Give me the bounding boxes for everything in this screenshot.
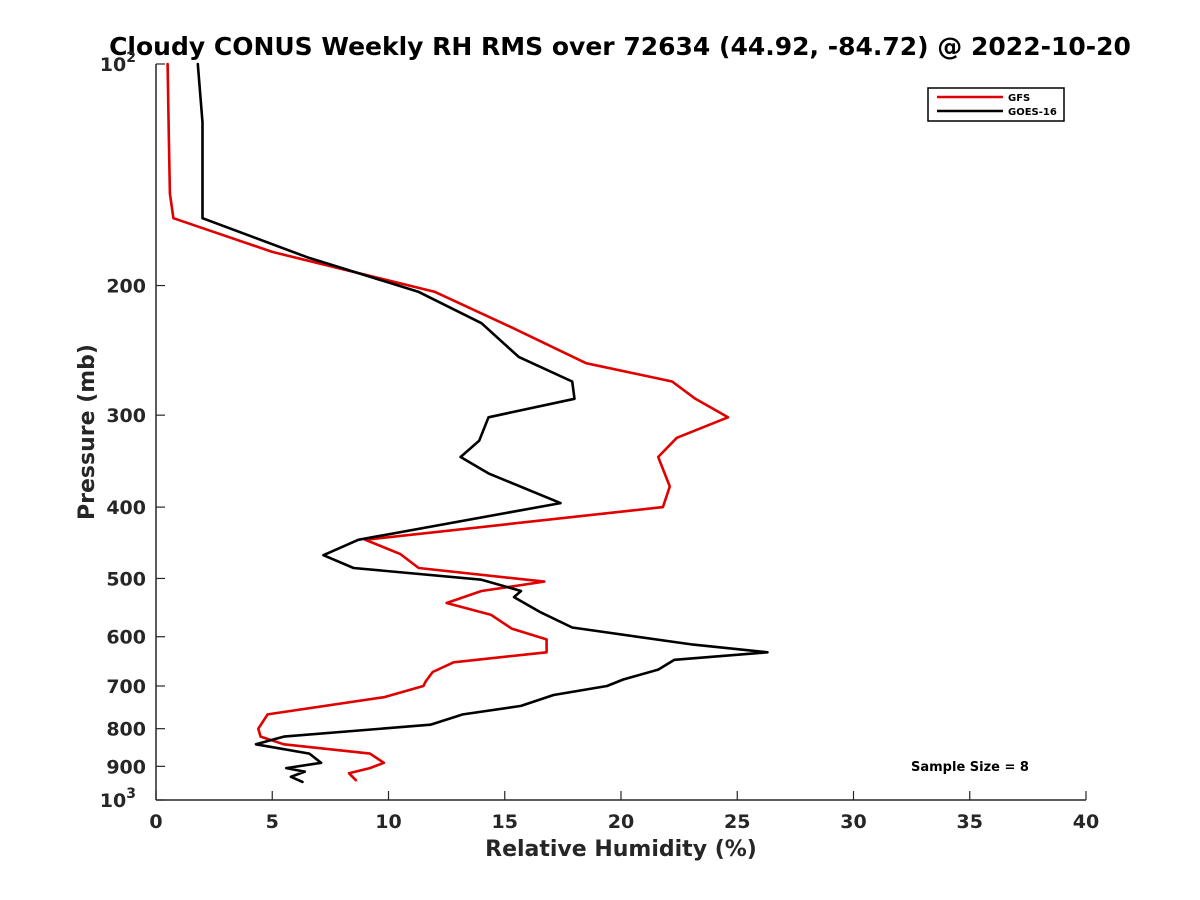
series-line-goes16 xyxy=(196,62,769,784)
y-tick-label: 900 xyxy=(106,756,146,778)
x-tick-label: 30 xyxy=(840,811,866,833)
legend: GFS GOES-16 xyxy=(927,87,1065,122)
series-layer xyxy=(166,62,769,784)
y-tick-label: 300 xyxy=(106,405,146,427)
y-tick-label: 800 xyxy=(106,719,146,741)
y-tick-base: 10 xyxy=(100,54,126,76)
x-axis-label: Relative Humidity (%) xyxy=(485,837,757,862)
x-tick-label: 20 xyxy=(608,811,634,833)
sample-size-annotation: Sample Size = 8 xyxy=(911,760,1029,775)
legend-label-gfs: GFS xyxy=(1008,93,1030,104)
y-tick-label: 103 xyxy=(100,786,136,812)
y-tick-label: 700 xyxy=(106,676,146,698)
y-axis-label: Pressure (mb) xyxy=(75,344,100,520)
x-tick-label: 0 xyxy=(149,811,162,833)
x-tick-label: 35 xyxy=(957,811,983,833)
legend-box xyxy=(927,87,1065,122)
x-ticks: 0 5 10 15 20 25 30 35 40 xyxy=(149,791,1099,833)
x-tick-label: 10 xyxy=(375,811,401,833)
y-tick-exponent: 2 xyxy=(126,50,136,66)
legend-label-goes16: GOES-16 xyxy=(1008,107,1057,118)
series-line-gfs xyxy=(166,62,730,782)
chart-title: Cloudy CONUS Weekly RH RMS over 72634 (4… xyxy=(109,32,1131,61)
y-tick-exponent: 3 xyxy=(126,786,136,802)
y-tick-label: 500 xyxy=(106,568,146,590)
x-tick-label: 15 xyxy=(492,811,518,833)
y-tick-label: 200 xyxy=(106,276,146,298)
y-tick-label: 600 xyxy=(106,627,146,649)
x-tick-label: 40 xyxy=(1073,811,1099,833)
x-tick-label: 25 xyxy=(724,811,750,833)
y-tick-label: 400 xyxy=(106,497,146,519)
y-tick-label: 102 xyxy=(100,50,136,76)
y-tick-base: 10 xyxy=(100,790,126,812)
x-tick-label: 5 xyxy=(266,811,279,833)
